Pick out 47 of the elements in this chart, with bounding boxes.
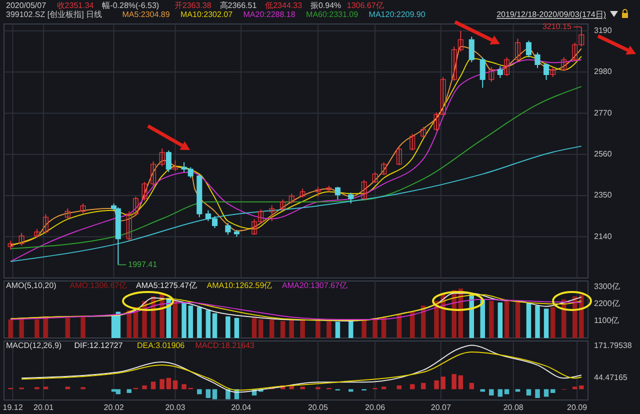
text: 2020/05/07 xyxy=(6,1,47,10)
chart-title: AMO(5,10,20) xyxy=(6,281,57,290)
x-tick-label: 20.04 xyxy=(231,403,252,412)
x-tick-label: 20.02 xyxy=(104,403,124,412)
text: MA10:2302.07 xyxy=(180,10,234,19)
text: MA120:2209.90 xyxy=(368,10,426,19)
chart-title: MACD(12,26,9) xyxy=(6,341,62,350)
series-label: AMA5:1275.47亿 xyxy=(136,281,197,290)
text: DIF:12.12727 xyxy=(74,341,124,350)
y-tick-label: 171.79538 xyxy=(594,341,632,350)
text: MA60:2331.09 xyxy=(306,10,359,19)
x-tick-label: 20.07 xyxy=(430,403,452,412)
text: MACD:18.21643 xyxy=(195,341,255,350)
y-tick-label: 44.47165 xyxy=(594,373,628,382)
text: MA20:2288.18 xyxy=(243,10,296,19)
chart-subtitle: 2019/12/18-2020/09/03(174日) xyxy=(496,10,606,19)
text: 振0.94% xyxy=(310,1,342,10)
x-tick-label: 20.01 xyxy=(34,403,54,412)
text: AMO:1306.67亿 xyxy=(70,281,128,290)
x-tick-label: 20.03 xyxy=(165,403,186,412)
x-tick-label: 19.12 xyxy=(2,403,24,412)
text: MA5:2304.89 xyxy=(122,10,170,19)
y-tick-label: 2980 xyxy=(594,67,612,76)
x-tick-label: 20.05 xyxy=(308,403,329,412)
annotation: 3210.15 xyxy=(542,22,572,32)
x-tick-label: 20.06 xyxy=(365,403,386,412)
x-tick-label: 20.09 xyxy=(567,403,588,412)
text: 开2363.38 xyxy=(174,1,212,10)
y-tick-label: 2560 xyxy=(594,150,612,159)
text: 低2344.33 xyxy=(265,1,303,10)
y-tick-label: 3300亿 xyxy=(594,282,620,292)
text: 1306.67亿 xyxy=(346,1,384,10)
text: 幅-0.28%(-6.53) xyxy=(102,1,160,10)
series-label: AMA10:1262.59亿 xyxy=(206,281,272,290)
y-tick-label: 2200亿 xyxy=(594,299,620,308)
y-tick-label: 3190 xyxy=(594,26,612,35)
chart-title: 399102.SZ [创业板指] 日线 xyxy=(6,10,102,19)
text: AMA20:1307.67亿 xyxy=(282,281,348,290)
text: 高2366.51 xyxy=(220,1,258,10)
annotation: 1997.41 xyxy=(128,260,158,269)
text: 收2351.34 xyxy=(56,1,94,10)
y-tick-label: 2140 xyxy=(594,232,612,241)
y-tick-label: 2770 xyxy=(594,108,612,118)
text: DEA:3.01906 xyxy=(137,341,186,350)
y-tick-label: 2350 xyxy=(594,190,612,200)
x-tick-label: 20.08 xyxy=(503,403,524,412)
y-tick-label: 1100亿 xyxy=(594,316,620,326)
